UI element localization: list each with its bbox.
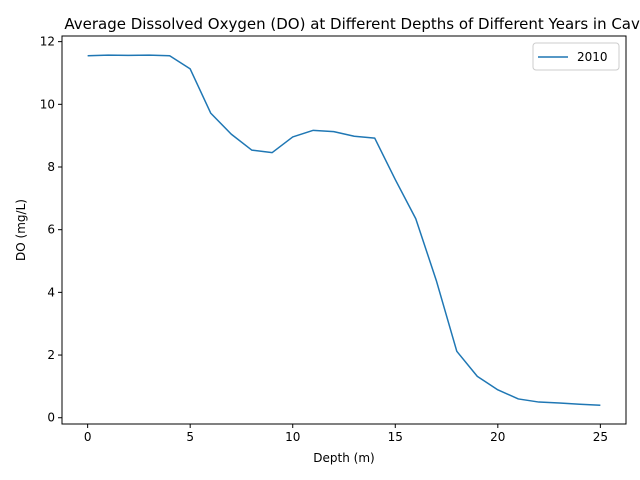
series-line-2010 (87, 54, 601, 406)
x-tick-label: 5 (186, 430, 194, 444)
legend-entry: 2010 (577, 50, 608, 64)
legend-box (532, 42, 620, 71)
chart-title: Average Dissolved Oxygen (DO) at Differe… (64, 15, 640, 33)
x-tick-label: 10 (285, 430, 300, 444)
x-tick-label: 0 (84, 430, 92, 444)
y-tick-label: 10 (40, 97, 55, 111)
y-axis-label: DO (mg/L) (14, 199, 28, 261)
x-tick-label: 15 (388, 430, 403, 444)
x-tick-label: 25 (593, 430, 608, 444)
x-axis-label: Depth (m) (313, 451, 374, 465)
axis-ticks: 0 5 10 15 20 25 0 2 4 6 8 10 12 (40, 35, 608, 444)
y-tick-label: 8 (47, 160, 55, 174)
y-tick-label: 12 (40, 35, 55, 49)
y-tick-label: 0 (47, 411, 55, 425)
plot-frame (61, 35, 627, 425)
y-tick-label: 6 (47, 223, 55, 237)
legend: 2010 (532, 42, 620, 71)
y-tick-label: 4 (47, 285, 55, 299)
y-tick-label: 2 (47, 348, 55, 362)
x-tick-label: 20 (490, 430, 505, 444)
plot-lines (87, 54, 601, 406)
